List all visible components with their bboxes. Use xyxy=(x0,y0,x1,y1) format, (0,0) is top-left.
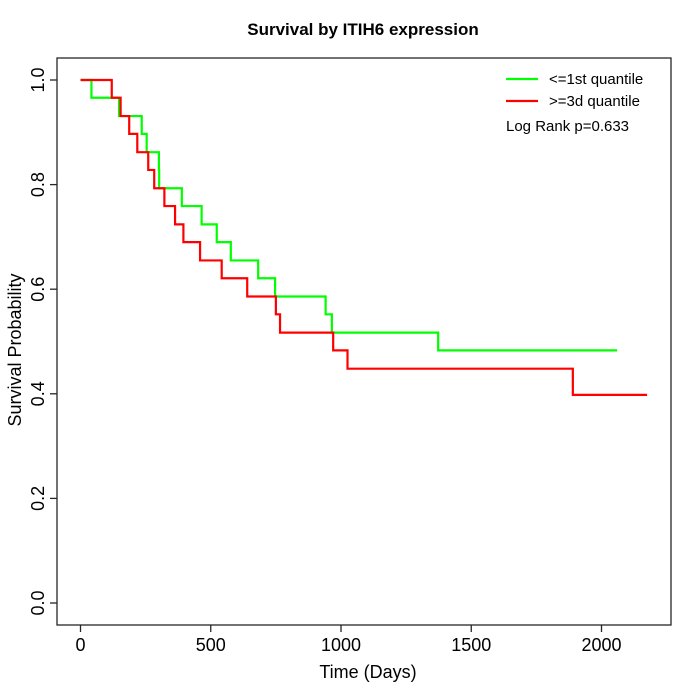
survival-curves xyxy=(80,78,648,396)
y-tick-label: 0.2 xyxy=(28,486,48,511)
x-tick-label: 1500 xyxy=(451,635,491,655)
y-axis: 0.0 0.2 0.4 0.6 0.8 1.0 xyxy=(28,67,57,616)
x-tick-label: 1000 xyxy=(321,635,361,655)
x-tick-label: 0 xyxy=(75,635,85,655)
y-tick-label: 0.8 xyxy=(28,172,48,197)
log-rank-annotation: Log Rank p=0.633 xyxy=(506,118,629,135)
y-axis-label: Survival Probability xyxy=(5,273,25,426)
y-tick-label: 0.4 xyxy=(28,381,48,406)
x-axis-label: Time (Days) xyxy=(319,662,416,682)
y-tick-label: 1.0 xyxy=(28,67,48,92)
legend-label-first-quantile: <=1st quantile xyxy=(549,71,643,88)
x-tick-label: 500 xyxy=(196,635,226,655)
curve-third-quantile xyxy=(80,78,648,396)
legend-label-third-quantile: >=3d quantile xyxy=(549,93,640,110)
plot-border xyxy=(56,57,672,626)
x-axis: 0 500 1000 1500 2000 xyxy=(75,625,622,655)
curve-first-quantile xyxy=(80,78,618,352)
y-tick-label: 0.6 xyxy=(28,277,48,302)
chart-title: Survival by ITIH6 expression xyxy=(247,20,478,39)
y-tick-label: 0.0 xyxy=(28,590,48,615)
x-tick-label: 2000 xyxy=(581,635,621,655)
legend: <=1st quantile >=3d quantile Log Rank p=… xyxy=(506,71,643,135)
